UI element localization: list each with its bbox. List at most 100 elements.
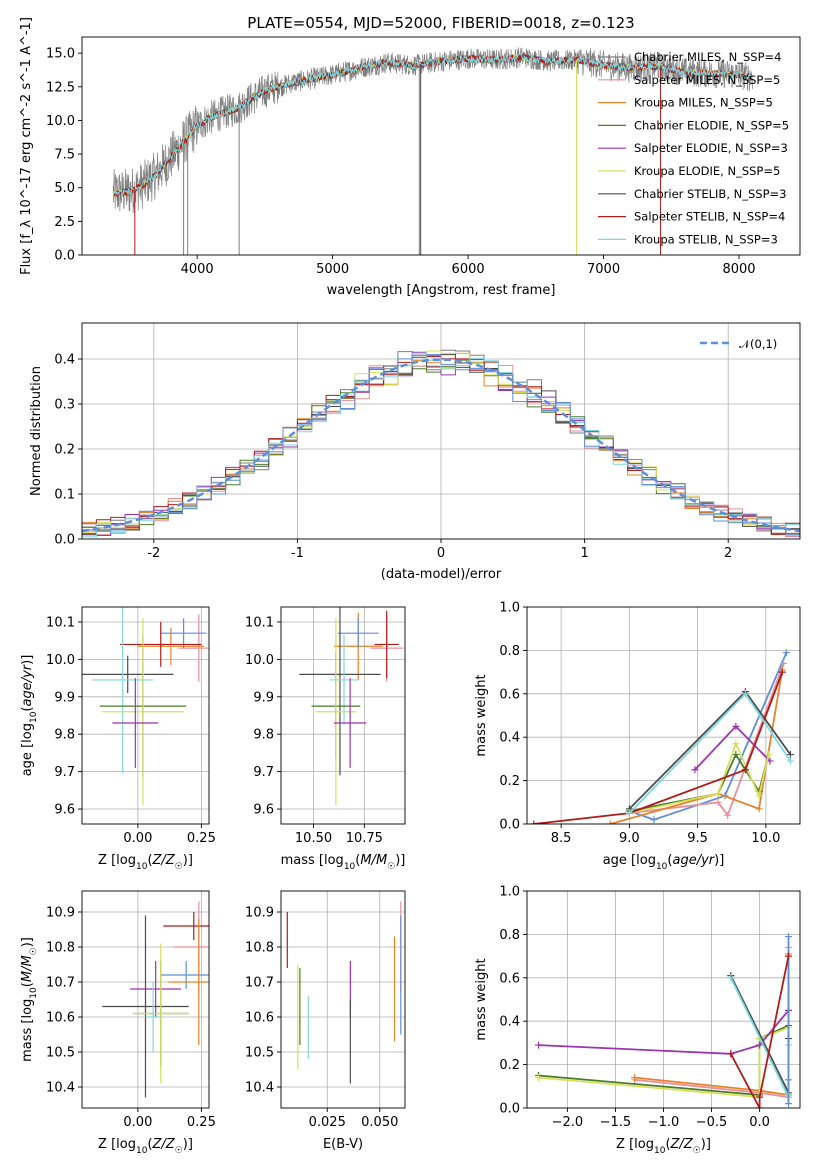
y-tick-label: 0.0 [54, 533, 75, 548]
y-tick-label: 9.8 [54, 728, 75, 743]
y-tick-label: 9.6 [54, 803, 75, 818]
axes-frame [81, 606, 210, 825]
weight-marker [606, 820, 614, 824]
axes-weight_vs_age: 8.5 9.0 9.5 10.0 0.0 0.2 0.4 0.6 0.8 1.0 [499, 601, 801, 846]
x-tick-label: 5000 [316, 262, 349, 277]
plot-area [527, 607, 800, 824]
x-tick-label: 9.5 [687, 831, 708, 846]
axes-mass_vs_EBV: 0.025 0.050 10.4 10.5 10.6 10.7 10.8 10.9 [245, 890, 406, 1130]
y-tick-label: 10.5 [245, 1046, 274, 1061]
axes-residuals: -2 -1 0 1 2 0.0 0.1 0.2 0.3 0.4 [54, 322, 801, 561]
y-axis-label: mass [log10(M/M☉)] [20, 937, 39, 1062]
weight-marker [786, 751, 794, 759]
y-tick-label: 12.5 [46, 80, 75, 95]
weight-marker [780, 659, 788, 667]
x-tick-label: −2.0 [552, 1115, 584, 1130]
y-tick-label: 0.2 [499, 1058, 520, 1073]
y-tick-label: 15.0 [46, 47, 75, 62]
y-tick-label: 10.0 [46, 114, 75, 129]
axes-frame [526, 890, 801, 1109]
weight-marker [784, 1076, 792, 1084]
y-axis-label: Flux [f_λ 10^-17 erg cm^-2 s^-1 A^-1] [19, 17, 34, 275]
legend-entry: Chabrier STELIB, N_SSP=3 [634, 187, 786, 201]
axes-weight_vs_Z: −2.0 −1.5 −1.0 −0.5 0.0 0.0 0.2 0.4 0.6 0.8 1.0 [499, 885, 801, 1130]
plot-area [82, 607, 209, 824]
y-tick-label: 0.8 [499, 928, 520, 943]
y-tick-label: 0.0 [54, 249, 75, 264]
y-tick-label: 10.9 [46, 906, 75, 921]
weight-marker [625, 809, 633, 817]
weight-marker [765, 751, 773, 759]
x-tick-label: 2 [724, 546, 732, 561]
x-axis-label: Z [log10(Z/Z☉)] [98, 1137, 193, 1156]
chart-title: PLATE=0554, MJD=52000, FIBERID=0018, z=0… [247, 14, 634, 32]
x-axis-label: (data-model)/error [381, 567, 502, 582]
y-tick-label: 0.4 [499, 731, 520, 746]
x-axis-label: mass [log10(M/M☉)] [281, 853, 406, 872]
y-tick-label: 0.6 [499, 971, 520, 986]
y-tick-label: 9.7 [54, 765, 75, 780]
y-tick-label: 10.5 [46, 1046, 75, 1061]
x-axis-label: wavelength [Angstrom, rest frame] [327, 283, 556, 298]
axes-frame [280, 606, 406, 825]
y-tick-label: 10.7 [46, 976, 75, 991]
x-tick-label: 10.75 [346, 831, 383, 846]
y-tick-label: 0.4 [499, 1015, 520, 1030]
y-tick-label: 0.3 [54, 398, 75, 413]
x-tick-label: −0.5 [696, 1115, 728, 1130]
weight-marker [782, 649, 790, 657]
axes-frame [280, 890, 406, 1109]
plot-area [527, 891, 800, 1108]
x-tick-label: 10.0 [751, 831, 780, 846]
x-tick-label: −1.5 [600, 1115, 632, 1130]
x-axis-label: Z [log10(Z/Z☉)] [616, 1137, 711, 1156]
x-tick-label: 0.050 [361, 1115, 398, 1130]
axes-age_vs_Z: 0.00 0.25 9.6 9.7 9.8 9.9 10.0 10.1 [46, 606, 216, 846]
legend-entry: Chabrier MILES, N_SSP=4 [634, 50, 781, 64]
y-axis-label: Normed distribution [29, 366, 44, 496]
weight-line [730, 955, 790, 1108]
weight-marker [786, 757, 794, 765]
weight-marker [727, 1050, 735, 1058]
weight-line [610, 669, 784, 824]
weight-marker [755, 805, 763, 813]
y-axis-label: mass weight [474, 958, 489, 1040]
y-tick-label: 10.6 [245, 1011, 274, 1026]
weight-marker [784, 933, 792, 941]
y-tick-label: 10.1 [245, 615, 274, 630]
weight-marker [732, 722, 740, 730]
weight-marker [741, 690, 749, 698]
y-tick-label: 0.8 [499, 644, 520, 659]
weight-marker [756, 1104, 764, 1108]
y-tick-label: 0.0 [499, 818, 520, 833]
plot-area [281, 891, 405, 1108]
legend: Chabrier MILES, N_SSP=4 Salpeter MILES, N… [598, 50, 789, 246]
x-tick-label: -2 [147, 546, 160, 561]
y-tick-label: 10.4 [46, 1081, 75, 1096]
weight-line [629, 652, 788, 821]
y-axis-label: age [log10(age/yr)] [20, 655, 39, 777]
y-tick-label: 1.0 [499, 601, 520, 616]
y-tick-label: 10.1 [46, 615, 75, 630]
x-tick-label: 8.5 [551, 831, 572, 846]
y-tick-label: 9.6 [253, 803, 274, 818]
x-tick-label: 0.25 [187, 831, 216, 846]
y-tick-label: 10.9 [245, 906, 274, 921]
weight-marker [784, 1100, 792, 1108]
plot-area [112, 47, 753, 255]
legend-entry: Kroupa ELODIE, N_SSP=5 [634, 164, 780, 178]
axes-frame [81, 322, 801, 540]
y-tick-label: 0.0 [499, 1102, 520, 1117]
x-tick-label: 4000 [181, 262, 214, 277]
legend-entry: Chabrier ELODIE, N_SSP=5 [634, 118, 789, 132]
normal-curve [82, 358, 800, 533]
weight-marker [732, 751, 740, 759]
y-tick-label: 10.8 [245, 941, 274, 956]
axes-spectrum: 4000 5000 6000 7000 8000 0.0 2.5 5.0 7.5 10.0 12.5… [46, 36, 801, 277]
axes-frame [81, 890, 210, 1109]
x-tick-label: 8000 [722, 262, 755, 277]
x-axis-label: E(B-V) [323, 1137, 363, 1152]
weight-marker [650, 816, 658, 824]
x-axis-label: age [log10(age/yr)] [603, 853, 725, 872]
